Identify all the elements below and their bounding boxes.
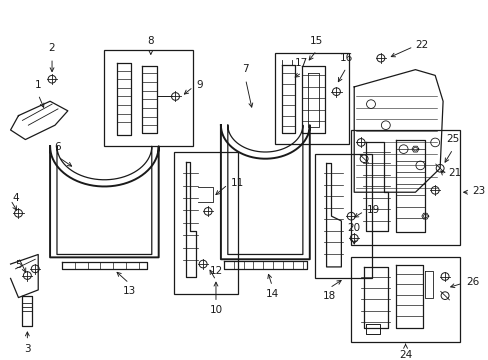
Text: 3: 3: [24, 343, 31, 354]
Text: 26: 26: [465, 276, 478, 287]
Text: 12: 12: [209, 266, 222, 275]
Text: 2: 2: [49, 43, 55, 53]
Text: 18: 18: [322, 291, 335, 301]
Text: 21: 21: [447, 168, 460, 178]
Text: 16: 16: [339, 53, 352, 63]
Bar: [104, 50, 193, 146]
Bar: [275, 53, 348, 144]
Text: 9: 9: [196, 80, 203, 90]
Text: 1: 1: [35, 80, 41, 90]
Text: 5: 5: [15, 260, 22, 270]
Text: 25: 25: [446, 134, 459, 144]
Text: 19: 19: [366, 205, 380, 215]
Text: 11: 11: [230, 178, 244, 188]
Text: 24: 24: [398, 350, 411, 360]
Bar: [350, 257, 459, 342]
Text: 13: 13: [122, 286, 135, 296]
Text: 23: 23: [472, 185, 485, 195]
Text: 22: 22: [415, 40, 428, 50]
Bar: [173, 152, 237, 294]
Text: 14: 14: [265, 289, 278, 299]
Text: 8: 8: [147, 36, 154, 46]
Text: 10: 10: [209, 305, 222, 315]
Bar: [350, 130, 459, 245]
Text: 6: 6: [55, 142, 61, 152]
Text: 15: 15: [309, 36, 323, 46]
Text: 20: 20: [347, 224, 360, 233]
Text: 4: 4: [13, 193, 19, 203]
Bar: [314, 154, 371, 278]
Text: 17: 17: [295, 58, 308, 68]
Text: 7: 7: [242, 64, 248, 75]
